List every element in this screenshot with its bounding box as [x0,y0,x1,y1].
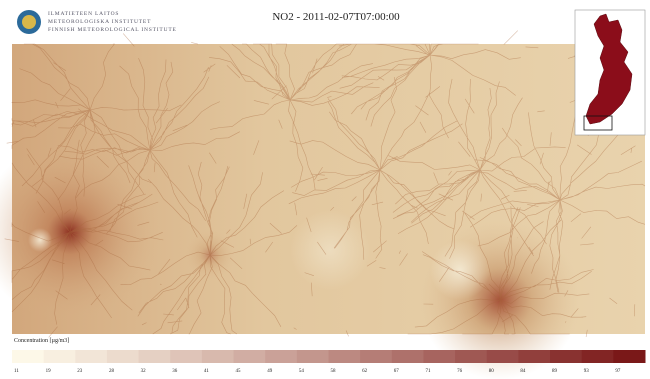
legend-tick-label: 54 [299,369,305,374]
legend-tick-label: 45 [236,369,242,374]
legend-label: Concentration [µg/m3] [14,338,69,344]
legend-tick-label: 41 [204,369,210,374]
legend-tick-label: 62 [362,369,368,374]
legend-tick-label: 28 [109,369,115,374]
legend-tick-label: 49 [267,369,273,374]
logo-text: ILMATIETEEN LAITOS [48,11,119,17]
legend-tick-label: 67 [394,369,400,374]
title: NO2 - 2011-02-07T07:00:00 [272,11,400,23]
legend-tick-label: 23 [77,369,83,374]
legend-swatch [487,350,519,363]
legend-tick-label: 97 [615,369,621,374]
legend-tick-label: 89 [552,369,558,374]
legend-swatch [12,350,44,363]
legend-swatch [518,350,550,363]
legend-swatch [613,350,645,363]
map-view: ILMATIETEEN LAITOS METEOROLOGISKA INSTIT… [0,0,650,379]
logo-text: FINNISH METEOROLOGICAL INSTITUTE [48,27,177,33]
low-area [290,210,370,290]
legend-tick-label: 71 [425,369,431,374]
legend-swatch [550,350,582,363]
logo-emblem-inner [22,15,36,29]
legend-swatch [329,350,361,363]
legend-tick-label: 19 [46,369,52,374]
legend-tick-label: 80 [489,369,495,374]
legend-tick-label: 58 [331,369,337,374]
legend-tick-label: 32 [141,369,147,374]
legend-swatch [265,350,297,363]
legend-swatch [297,350,329,363]
legend-swatch [392,350,424,363]
legend-swatch [360,350,392,363]
legend: 11 19 23 28 32 36 41 45 49 54 58 62 67 71 76 80 84 89 93 97 [12,350,646,374]
legend-swatch [139,350,171,363]
legend-tick-label: 36 [172,369,178,374]
legend-tick-label: 93 [584,369,590,374]
logo-text: METEOROLOGISKA INSTITUTET [48,19,151,25]
legend-swatch [107,350,139,363]
legend-tick-label: 84 [520,369,526,374]
logo: ILMATIETEEN LAITOS METEOROLOGISKA INSTIT… [17,10,177,34]
legend-swatch [455,350,487,363]
map [0,31,645,379]
legend-tick-label: 11 [14,369,19,374]
legend-swatch [202,350,234,363]
legend-swatch [44,350,76,363]
legend-tick-label: 76 [457,369,463,374]
legend-swatch [75,350,107,363]
legend-swatch [234,350,266,363]
legend-swatch [170,350,202,363]
inset-map [575,10,645,135]
legend-swatch [423,350,455,363]
legend-swatch [582,350,614,363]
page: ILMATIETEEN LAITOS METEOROLOGISKA INSTIT… [0,0,650,379]
